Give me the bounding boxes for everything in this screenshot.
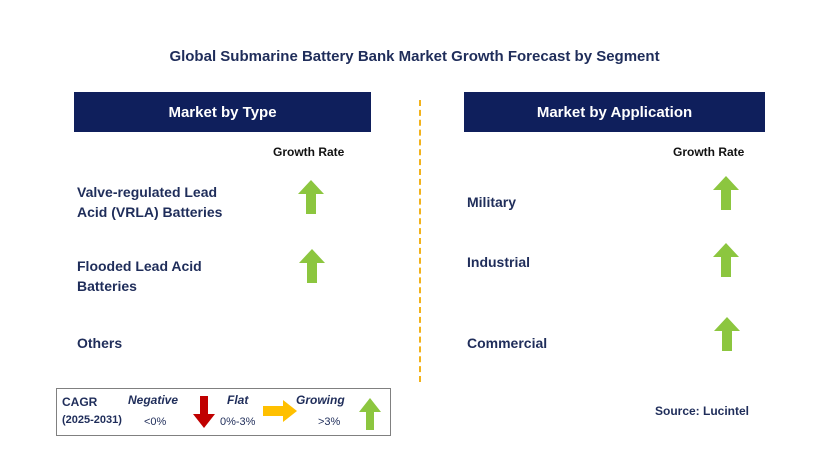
type-row-vrla-line1: Valve-regulated Lead bbox=[77, 184, 218, 200]
growing-arrow-icon bbox=[298, 180, 324, 214]
source-label: Source: Lucintel bbox=[654, 404, 749, 418]
type-row-flooded-line1: Flooded Lead Acid bbox=[77, 258, 202, 274]
growing-arrow-icon bbox=[359, 398, 381, 430]
type-row-flooded: Flooded Lead Acid Batteries bbox=[77, 256, 202, 296]
type-row-others: Others bbox=[77, 335, 123, 351]
legend-growing-label: Growing bbox=[296, 393, 345, 407]
legend-negative-value: <0% bbox=[144, 416, 167, 428]
growing-arrow-icon bbox=[714, 317, 740, 351]
panel-divider bbox=[419, 100, 421, 382]
legend-flat-label: Flat bbox=[227, 393, 249, 407]
growing-arrow-icon bbox=[299, 249, 325, 283]
application-row-military: Military bbox=[467, 194, 517, 210]
flat-arrow-icon bbox=[263, 400, 297, 422]
legend-cagr-label: CAGR bbox=[62, 395, 98, 409]
application-panel-header: Market by Application bbox=[464, 92, 765, 132]
page-title: Global Submarine Battery Bank Market Gro… bbox=[169, 48, 660, 65]
type-growth-rate-label: Growth Rate bbox=[273, 145, 345, 159]
growing-arrow-icon bbox=[713, 176, 739, 210]
type-row-vrla: Valve-regulated Lead Acid (VRLA) Batteri… bbox=[77, 182, 222, 222]
legend-flat-value: 0%-3% bbox=[220, 416, 256, 428]
type-row-flooded-line2: Batteries bbox=[77, 278, 137, 294]
application-row-industrial: Industrial bbox=[467, 254, 531, 270]
legend-period-label: (2025-2031) bbox=[62, 414, 122, 426]
type-panel-header: Market by Type bbox=[74, 92, 371, 132]
negative-arrow-icon bbox=[193, 396, 215, 428]
cagr-legend: CAGR (2025-2031) Negative <0% Flat 0%-3%… bbox=[56, 388, 391, 436]
legend-growing-value: >3% bbox=[318, 416, 341, 428]
growing-arrow-icon bbox=[713, 243, 739, 277]
type-row-vrla-line2: Acid (VRLA) Batteries bbox=[77, 204, 223, 220]
application-growth-rate-label: Growth Rate bbox=[673, 145, 745, 159]
application-row-commercial: Commercial bbox=[467, 335, 548, 351]
legend-negative-label: Negative bbox=[128, 393, 179, 407]
